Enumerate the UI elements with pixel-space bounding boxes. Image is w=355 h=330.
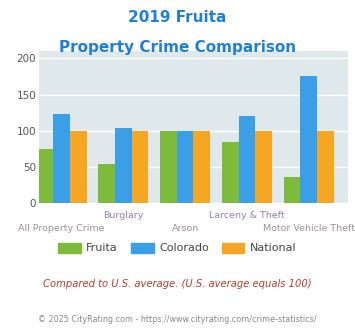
Bar: [160, 131, 177, 203]
Text: Compared to U.S. average. (U.S. average equals 100): Compared to U.S. average. (U.S. average …: [43, 279, 312, 289]
Text: 2019 Fruita: 2019 Fruita: [128, 10, 227, 25]
Bar: [70, 131, 87, 203]
Bar: [177, 131, 193, 203]
Bar: [53, 114, 70, 203]
Text: Property Crime Comparison: Property Crime Comparison: [59, 40, 296, 54]
Bar: [222, 142, 239, 203]
Bar: [193, 131, 210, 203]
Bar: [37, 149, 53, 203]
Bar: [255, 131, 272, 203]
Bar: [239, 116, 255, 203]
Bar: [300, 77, 317, 203]
Text: All Property Crime: All Property Crime: [18, 224, 105, 233]
Text: Motor Vehicle Theft: Motor Vehicle Theft: [263, 224, 355, 233]
Legend: Fruita, Colorado, National: Fruita, Colorado, National: [54, 238, 301, 258]
Bar: [115, 128, 132, 203]
Bar: [284, 177, 300, 203]
Bar: [317, 131, 334, 203]
Text: Larceny & Theft: Larceny & Theft: [209, 211, 285, 220]
Text: Arson: Arson: [171, 224, 199, 233]
Bar: [98, 164, 115, 203]
Text: © 2025 CityRating.com - https://www.cityrating.com/crime-statistics/: © 2025 CityRating.com - https://www.city…: [38, 315, 317, 324]
Bar: [132, 131, 148, 203]
Text: Burglary: Burglary: [103, 211, 143, 220]
